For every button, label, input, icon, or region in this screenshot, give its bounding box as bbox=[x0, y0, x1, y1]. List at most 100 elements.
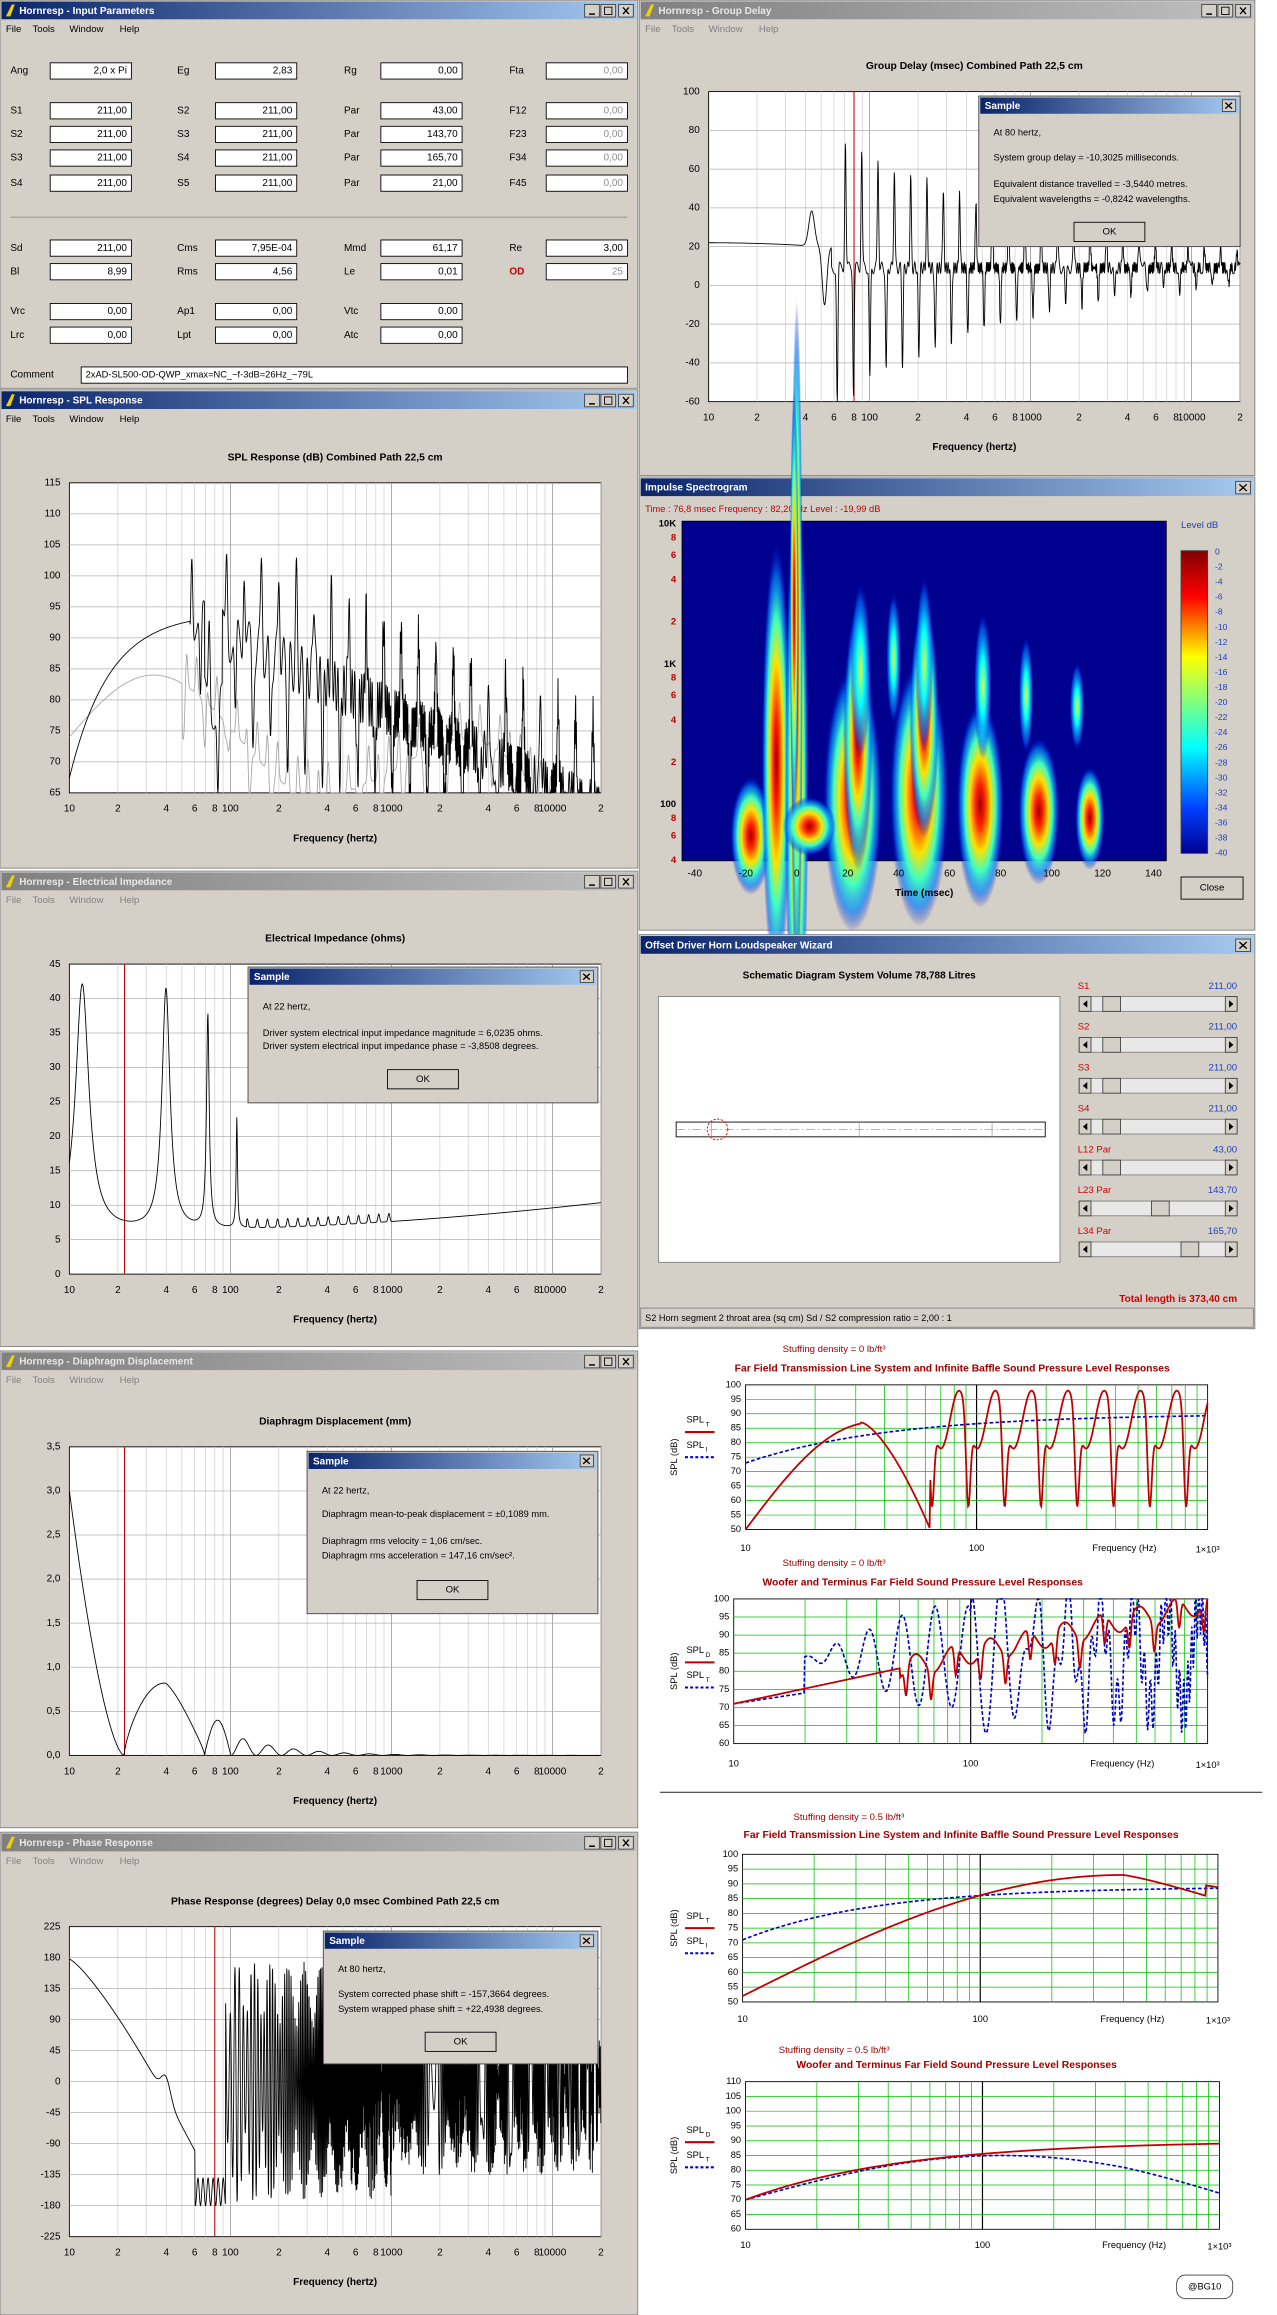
y-axis-label: SPL (dB) bbox=[669, 1909, 679, 1946]
close-button[interactable] bbox=[1180, 876, 1244, 900]
param-field[interactable] bbox=[215, 62, 298, 80]
title-button[interactable] bbox=[584, 4, 600, 18]
menu-item[interactable]: Window bbox=[69, 24, 103, 35]
menu-item[interactable]: Help bbox=[120, 24, 140, 35]
param-field[interactable] bbox=[380, 239, 463, 257]
title-button[interactable] bbox=[584, 393, 600, 408]
param-field[interactable] bbox=[49, 62, 132, 80]
param-field[interactable] bbox=[380, 125, 463, 143]
title-button[interactable] bbox=[600, 875, 617, 889]
param-label: F34 bbox=[509, 153, 527, 164]
menu-item[interactable]: Tools bbox=[32, 1856, 55, 1867]
param-field[interactable] bbox=[215, 326, 298, 344]
slider-thumb[interactable] bbox=[1102, 996, 1121, 1012]
title-button[interactable] bbox=[600, 1836, 617, 1850]
menu-item[interactable]: Tools bbox=[32, 895, 55, 906]
menu-item[interactable]: Window bbox=[69, 414, 103, 425]
ok-button-label[interactable]: OK bbox=[1103, 226, 1117, 237]
x-tick-label: 1×10³ bbox=[1196, 1545, 1220, 1555]
param-field[interactable] bbox=[215, 239, 298, 257]
slider-thumb[interactable] bbox=[1102, 1159, 1121, 1176]
slider-thumb[interactable] bbox=[1180, 1241, 1200, 1258]
title-button[interactable] bbox=[1201, 4, 1217, 18]
param-field[interactable] bbox=[545, 125, 628, 143]
slider-track[interactable] bbox=[1078, 1241, 1238, 1258]
menu-item[interactable]: Help bbox=[120, 1375, 140, 1386]
ok-button[interactable] bbox=[1073, 221, 1146, 242]
param-label: S4 bbox=[1078, 1103, 1090, 1114]
slider-thumb[interactable] bbox=[1102, 1118, 1121, 1135]
title-button[interactable] bbox=[1217, 4, 1234, 18]
param-field[interactable] bbox=[380, 326, 463, 344]
ok-button-label[interactable]: OK bbox=[454, 2036, 468, 2047]
legend-tick-label: -32 bbox=[1215, 787, 1228, 797]
y-tick-label: 95 bbox=[49, 601, 61, 612]
param-field[interactable] bbox=[49, 263, 132, 281]
param-field[interactable] bbox=[49, 239, 132, 257]
menu-item[interactable]: File bbox=[6, 1856, 21, 1867]
ok-button[interactable] bbox=[416, 1580, 489, 1601]
param-field[interactable] bbox=[380, 263, 463, 281]
slider-thumb[interactable] bbox=[1102, 1077, 1121, 1094]
param-field[interactable] bbox=[380, 102, 463, 120]
ok-button-label[interactable]: OK bbox=[416, 1074, 430, 1085]
menu-item[interactable]: Help bbox=[120, 414, 140, 425]
param-field[interactable] bbox=[215, 149, 298, 167]
x-tick-label: 100 bbox=[1043, 869, 1060, 880]
title-button[interactable] bbox=[584, 1836, 600, 1850]
menu-item[interactable]: Window bbox=[709, 24, 743, 35]
ok-button[interactable] bbox=[387, 1069, 459, 1090]
param-field[interactable] bbox=[545, 174, 628, 192]
title-button[interactable] bbox=[600, 393, 617, 408]
menu-item[interactable]: Window bbox=[69, 1375, 103, 1386]
param-field[interactable] bbox=[49, 174, 132, 192]
menu-item[interactable]: Help bbox=[759, 24, 779, 35]
slider-thumb[interactable] bbox=[1151, 1200, 1170, 1217]
legend-tick-label: -24 bbox=[1215, 727, 1228, 737]
menu-item[interactable]: Window bbox=[69, 895, 103, 906]
menu-item[interactable]: Tools bbox=[672, 24, 695, 35]
param-field[interactable] bbox=[380, 62, 463, 80]
param-value: 0,00 bbox=[603, 129, 623, 140]
title-button[interactable] bbox=[600, 4, 617, 18]
param-field[interactable] bbox=[215, 303, 298, 321]
param-field[interactable] bbox=[49, 303, 132, 321]
menu-item[interactable]: File bbox=[645, 24, 660, 35]
param-field[interactable] bbox=[545, 62, 628, 80]
param-field[interactable] bbox=[215, 102, 298, 120]
param-field[interactable] bbox=[215, 263, 298, 281]
menu-item[interactable]: Tools bbox=[32, 1375, 55, 1386]
param-field[interactable] bbox=[215, 174, 298, 192]
param-field[interactable] bbox=[545, 102, 628, 120]
ok-button[interactable] bbox=[424, 2031, 497, 2052]
title-button[interactable] bbox=[600, 1354, 617, 1369]
x-tick-label: 2 bbox=[276, 1766, 282, 1777]
ok-button-label[interactable]: OK bbox=[446, 1585, 460, 1596]
param-field[interactable] bbox=[49, 125, 132, 143]
param-field[interactable] bbox=[545, 239, 628, 257]
menu-item[interactable]: Tools bbox=[32, 414, 55, 425]
menu-item[interactable]: File bbox=[6, 414, 21, 425]
menu-item[interactable]: Help bbox=[120, 1856, 140, 1867]
menu-item[interactable]: File bbox=[6, 1375, 21, 1386]
param-field[interactable] bbox=[545, 149, 628, 167]
y-tick-label: 1,0 bbox=[47, 1662, 61, 1673]
menu-item[interactable]: Tools bbox=[32, 24, 55, 35]
menu-item[interactable]: Window bbox=[69, 1856, 103, 1867]
param-field[interactable] bbox=[380, 149, 463, 167]
menu-item[interactable]: Help bbox=[120, 895, 140, 906]
comment-field[interactable] bbox=[80, 366, 628, 384]
param-field[interactable] bbox=[545, 263, 628, 281]
param-field[interactable] bbox=[380, 174, 463, 192]
slider-thumb[interactable] bbox=[1102, 1037, 1121, 1053]
title-button[interactable] bbox=[584, 875, 600, 889]
close-button-label[interactable]: Close bbox=[1200, 883, 1225, 894]
menu-item[interactable]: File bbox=[6, 24, 21, 35]
menu-item[interactable]: File bbox=[6, 895, 21, 906]
param-field[interactable] bbox=[49, 326, 132, 344]
param-field[interactable] bbox=[49, 102, 132, 120]
param-field[interactable] bbox=[380, 303, 463, 321]
title-button[interactable] bbox=[584, 1354, 600, 1369]
param-field[interactable] bbox=[215, 125, 298, 143]
param-field[interactable] bbox=[49, 149, 132, 167]
